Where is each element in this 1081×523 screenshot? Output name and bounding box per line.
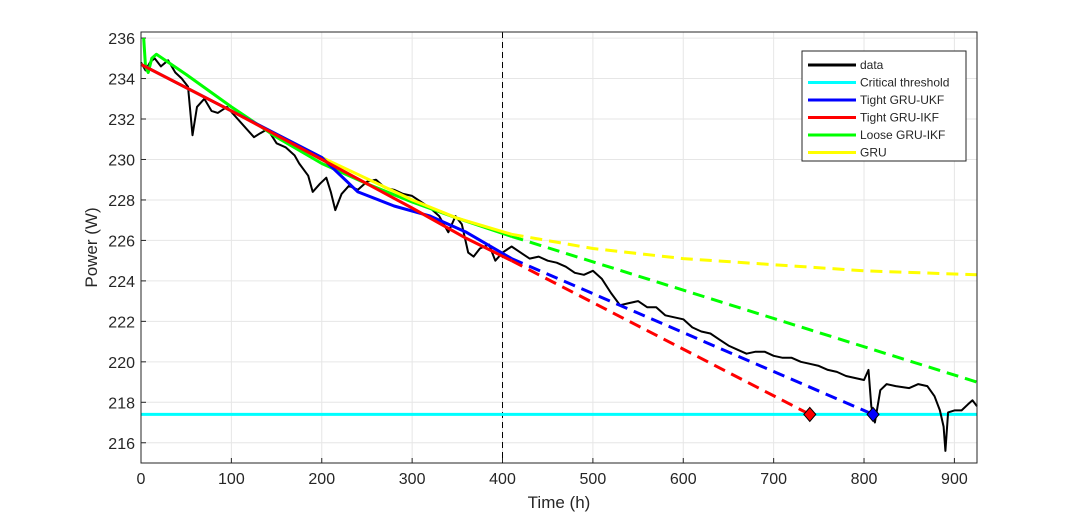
y-tick-label: 228 — [108, 193, 135, 210]
x-tick-label: 400 — [489, 471, 516, 488]
y-tick-label: 218 — [108, 395, 135, 412]
series-tight-gru-ikf — [140, 63, 513, 263]
x-axis-label: Time (h) — [528, 493, 591, 512]
y-tick-label: 222 — [108, 314, 135, 331]
x-tick-label: 900 — [941, 471, 968, 488]
forecast-loose-gru-ikf — [511, 234, 978, 384]
axes-box — [140, 31, 978, 464]
y-tick-label: 230 — [108, 152, 135, 169]
legend-label: Tight GRU-IKF — [860, 111, 939, 125]
legend-label: Tight GRU-UKF — [860, 93, 944, 107]
y-tick-label: 226 — [108, 233, 135, 250]
x-tick-label: 300 — [399, 471, 426, 488]
eol-marker-diamond — [803, 406, 817, 423]
eol-marker-diamond — [866, 406, 880, 423]
x-tick-label: 200 — [308, 471, 335, 488]
legend-label: Loose GRU-IKF — [860, 128, 945, 142]
series-data — [140, 57, 978, 452]
y-tick-label: 220 — [108, 355, 135, 372]
legend-label: Critical threshold — [860, 76, 949, 90]
x-tick-label: 800 — [851, 471, 878, 488]
y-tick-label: 216 — [108, 436, 135, 453]
legend-label: GRU — [860, 146, 887, 160]
y-tick-label: 234 — [108, 72, 135, 89]
y-tick-label: 224 — [108, 274, 135, 291]
x-tick-label: 500 — [580, 471, 607, 488]
series-loose-gru-ikf — [142, 38, 513, 238]
x-tick-label: 100 — [218, 471, 245, 488]
y-tick-label: 236 — [108, 31, 135, 48]
y-tick-label: 232 — [108, 112, 135, 129]
legend — [801, 50, 967, 162]
y-axis-label: Power (W) — [82, 207, 101, 287]
x-tick-label: 0 — [137, 471, 146, 488]
x-tick-label: 700 — [760, 471, 787, 488]
forecast-tight-gru-ukf — [511, 257, 874, 416]
x-tick-label: 600 — [670, 471, 697, 488]
forecast-gru — [511, 232, 978, 277]
legend-label: data — [860, 58, 884, 72]
